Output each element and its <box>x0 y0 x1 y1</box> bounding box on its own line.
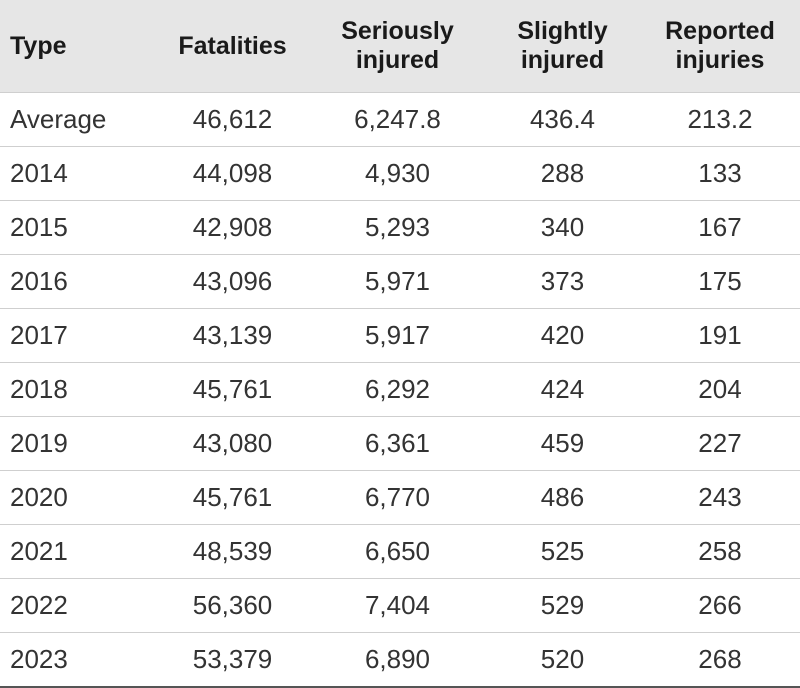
table-cell: 6,361 <box>310 416 485 471</box>
header-row: Type Fatalities Seriously injured Slightly … <box>0 0 800 93</box>
table-cell: 520 <box>485 632 640 688</box>
table-cell: 6,770 <box>310 470 485 525</box>
row-label: 2022 <box>0 578 155 633</box>
table-cell: 56,360 <box>155 578 310 633</box>
table-cell: 43,139 <box>155 308 310 363</box>
table-cell: 459 <box>485 416 640 471</box>
table-cell: 6,292 <box>310 362 485 417</box>
table-row: 2016 43,096 5,971 373 175 <box>0 254 800 309</box>
table-cell: 5,971 <box>310 254 485 309</box>
table-cell: 43,080 <box>155 416 310 471</box>
table-cell: 243 <box>640 470 800 525</box>
table-row: Average 46,612 6,247.8 436.4 213.2 <box>0 92 800 147</box>
table-row: 2020 45,761 6,770 486 243 <box>0 470 800 525</box>
table-cell: 340 <box>485 200 640 255</box>
table-cell: 424 <box>485 362 640 417</box>
row-label: 2021 <box>0 524 155 579</box>
table-row: 2018 45,761 6,292 424 204 <box>0 362 800 417</box>
table-cell: 133 <box>640 146 800 201</box>
table-cell: 175 <box>640 254 800 309</box>
row-label: 2015 <box>0 200 155 255</box>
table-cell: 4,930 <box>310 146 485 201</box>
row-label: 2023 <box>0 632 155 688</box>
table-cell: 42,908 <box>155 200 310 255</box>
column-header: Reported injuries <box>640 0 800 93</box>
table-cell: 6,890 <box>310 632 485 688</box>
table-cell: 45,761 <box>155 470 310 525</box>
column-header: Slightly injured <box>485 0 640 93</box>
table-cell: 529 <box>485 578 640 633</box>
table-cell: 373 <box>485 254 640 309</box>
table-cell: 213.2 <box>640 92 800 147</box>
table-cell: 5,917 <box>310 308 485 363</box>
table-cell: 48,539 <box>155 524 310 579</box>
table-cell: 266 <box>640 578 800 633</box>
table-row: 2022 56,360 7,404 529 266 <box>0 578 800 633</box>
table-cell: 46,612 <box>155 92 310 147</box>
table-cell: 486 <box>485 470 640 525</box>
table-cell: 167 <box>640 200 800 255</box>
table-row: 2023 53,379 6,890 520 268 <box>0 632 800 688</box>
row-label: 2017 <box>0 308 155 363</box>
row-label: 2014 <box>0 146 155 201</box>
row-label: 2019 <box>0 416 155 471</box>
row-label: 2016 <box>0 254 155 309</box>
row-label: 2020 <box>0 470 155 525</box>
table-row: 2017 43,139 5,917 420 191 <box>0 308 800 363</box>
column-header: Seriously injured <box>310 0 485 93</box>
table-cell: 53,379 <box>155 632 310 688</box>
table-cell: 43,096 <box>155 254 310 309</box>
table-row: 2019 43,080 6,361 459 227 <box>0 416 800 471</box>
row-label: Average <box>0 92 155 147</box>
column-header: Type <box>0 0 155 93</box>
table-cell: 227 <box>640 416 800 471</box>
table-cell: 191 <box>640 308 800 363</box>
table-cell: 420 <box>485 308 640 363</box>
table-cell: 5,293 <box>310 200 485 255</box>
table-cell: 268 <box>640 632 800 688</box>
column-header: Fatalities <box>155 0 310 93</box>
row-label: 2018 <box>0 362 155 417</box>
table-row: 2014 44,098 4,930 288 133 <box>0 146 800 201</box>
table-cell: 6,247.8 <box>310 92 485 147</box>
table-cell: 288 <box>485 146 640 201</box>
table-cell: 436.4 <box>485 92 640 147</box>
table-cell: 6,650 <box>310 524 485 579</box>
table-cell: 525 <box>485 524 640 579</box>
table-row: 2015 42,908 5,293 340 167 <box>0 200 800 255</box>
table-cell: 7,404 <box>310 578 485 633</box>
table-cell: 45,761 <box>155 362 310 417</box>
table-cell: 204 <box>640 362 800 417</box>
table-row: 2021 48,539 6,650 525 258 <box>0 524 800 579</box>
table-body: Average 46,612 6,247.8 436.4 213.2 2014 44,098… <box>0 92 800 688</box>
table-cell: 258 <box>640 524 800 579</box>
table-cell: 44,098 <box>155 146 310 201</box>
